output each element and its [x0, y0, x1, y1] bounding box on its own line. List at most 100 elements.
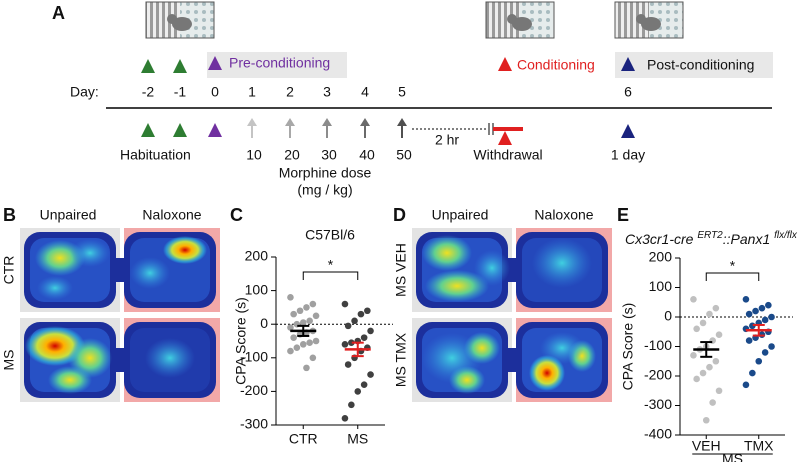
heat-spot: [464, 332, 500, 364]
legend-text: Pre-conditioning: [229, 55, 330, 71]
day: 3: [323, 84, 331, 100]
dot: [306, 339, 313, 346]
arena: [110, 348, 130, 372]
y-tick-label: -300: [644, 396, 672, 412]
triangle: [498, 131, 512, 145]
y-axis-label: CPA Score (s): [233, 297, 249, 385]
dot: [348, 339, 355, 346]
row-label: MS: [1, 350, 17, 371]
column-label: Naloxone: [534, 207, 593, 223]
day-label: Day:: [70, 84, 99, 100]
cage-border: [614, 1, 684, 39]
day: -2: [142, 84, 155, 100]
dose-label: (mg / kg): [297, 182, 352, 198]
dot: [742, 296, 750, 303]
dot: [287, 347, 294, 355]
dot: [299, 341, 307, 348]
chart-title: C57Bl/6: [305, 227, 355, 243]
y-tick-label: 0: [664, 308, 672, 324]
dot: [312, 337, 320, 345]
after: 1 day: [611, 147, 645, 163]
x-tick-label: MS: [347, 431, 368, 447]
dot: [309, 300, 317, 308]
dot: [709, 399, 716, 406]
title-part: Cx3cr1-cre: [625, 231, 697, 247]
title-part: flx/flx: [774, 230, 798, 241]
dot: [715, 387, 723, 395]
dot: [341, 300, 349, 308]
y-tick-label: 200: [245, 248, 269, 264]
dot: [344, 361, 352, 368]
mouse: [641, 17, 661, 31]
x-tick-label: TMX: [744, 438, 774, 454]
arrow-head: [397, 118, 407, 126]
row-label: CTR: [1, 256, 17, 285]
dot: [360, 381, 368, 388]
heat-spot: [540, 332, 584, 364]
dot: [344, 322, 352, 330]
mouse: [172, 17, 192, 31]
dot: [303, 364, 310, 372]
dot: [354, 388, 362, 395]
triangle: [621, 57, 635, 71]
mouse: [636, 14, 646, 24]
dot: [706, 363, 713, 371]
chart-title: Cx3cr1-cre ERT2::Panx1 flx/flx: [625, 230, 798, 247]
arrow-head: [322, 118, 332, 126]
dot: [699, 369, 707, 377]
column-label: Naloxone: [142, 207, 201, 223]
heat-spot: [422, 235, 472, 271]
dot: [287, 294, 294, 301]
triangle: [173, 123, 187, 137]
heat-spot: [474, 250, 510, 286]
dot: [290, 310, 297, 318]
panel-label: E: [617, 205, 629, 225]
withdrawal: Withdrawal: [473, 147, 542, 163]
dot: [702, 416, 710, 424]
heat-spot: [425, 270, 489, 302]
triangle: [141, 123, 155, 137]
mouse: [507, 14, 517, 24]
dot: [293, 344, 301, 352]
panel-label: B: [3, 205, 16, 225]
heat-spot: [529, 355, 565, 391]
dot: [712, 304, 720, 312]
column-label: Unpaired: [432, 207, 489, 223]
dot: [768, 343, 775, 350]
panel-label: A: [52, 3, 65, 23]
title-part: ERT2: [697, 230, 723, 241]
dot: [360, 334, 368, 341]
dot: [690, 352, 697, 359]
mouse: [167, 14, 177, 24]
dot: [755, 357, 763, 365]
dot: [364, 307, 371, 315]
dot: [761, 349, 769, 356]
cage-border: [145, 1, 215, 39]
dose: 20: [284, 147, 300, 163]
dot: [761, 316, 769, 324]
sig-bracket: [302, 271, 359, 280]
legend-box: [615, 52, 773, 78]
y-axis-label: CPA Score (s): [620, 303, 636, 391]
y-tick-label: 200: [649, 249, 673, 265]
group-label: MS: [722, 451, 743, 462]
heat-spot: [130, 257, 170, 289]
dose: 30: [321, 147, 337, 163]
dose: 40: [359, 147, 375, 163]
interval: 2 hr: [435, 132, 459, 148]
y-tick-label: -200: [240, 382, 268, 398]
legend-text: Post-conditioning: [647, 57, 754, 73]
dot: [693, 375, 700, 383]
dot: [367, 371, 374, 378]
arrow-head: [247, 118, 257, 126]
dot: [758, 304, 766, 312]
dot: [765, 301, 772, 309]
dot: [745, 337, 753, 344]
day: 5: [398, 84, 406, 100]
y-tick-label: -400: [644, 426, 672, 442]
triangle: [208, 123, 222, 137]
day: 6: [624, 84, 632, 100]
dose: 50: [396, 147, 412, 163]
y-tick-label: -100: [644, 337, 672, 353]
